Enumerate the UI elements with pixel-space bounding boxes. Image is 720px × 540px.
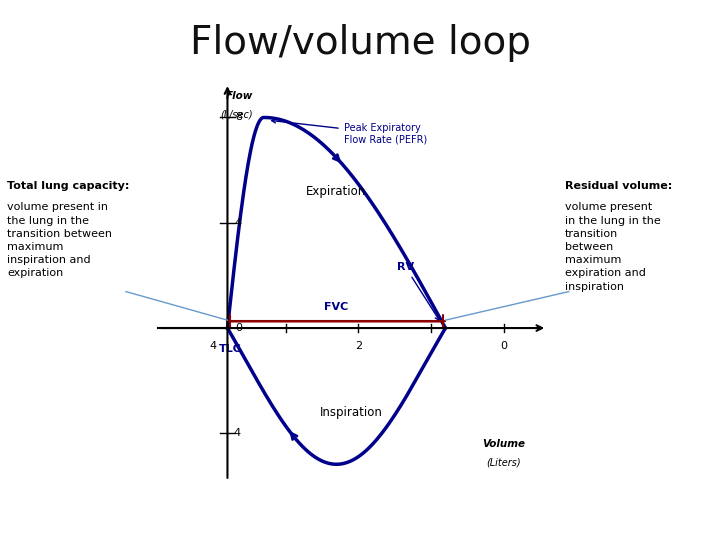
Text: 2: 2 <box>355 341 361 351</box>
Text: Residual volume:: Residual volume: <box>565 181 672 191</box>
Text: Total lung capacity:: Total lung capacity: <box>7 181 130 191</box>
Text: 0: 0 <box>500 341 507 351</box>
Text: -4: -4 <box>231 428 242 438</box>
Text: 0: 0 <box>235 323 242 333</box>
Text: Peak Expiratory
Flow Rate (PEFR): Peak Expiratory Flow Rate (PEFR) <box>271 119 427 144</box>
Text: Expiration: Expiration <box>306 185 366 198</box>
Text: Flow: Flow <box>225 91 253 101</box>
Text: volume present in
the lung in the
transition between
maximum
inspiration and
exp: volume present in the lung in the transi… <box>7 202 112 279</box>
Text: FVC: FVC <box>324 302 348 312</box>
Text: Inspiration: Inspiration <box>320 406 382 419</box>
Text: (L/sec): (L/sec) <box>220 110 253 119</box>
Text: 8: 8 <box>235 112 242 123</box>
Text: Flow/volume loop: Flow/volume loop <box>189 24 531 62</box>
Text: 4: 4 <box>235 218 242 228</box>
Text: 4: 4 <box>210 341 217 351</box>
Text: volume present
in the lung in the
transition
between
maximum
expiration and
insp: volume present in the lung in the transi… <box>565 202 661 292</box>
Text: Volume: Volume <box>482 438 525 449</box>
Text: RV: RV <box>397 262 439 320</box>
Text: TLC: TLC <box>219 344 242 354</box>
Text: (Liters): (Liters) <box>486 457 521 467</box>
